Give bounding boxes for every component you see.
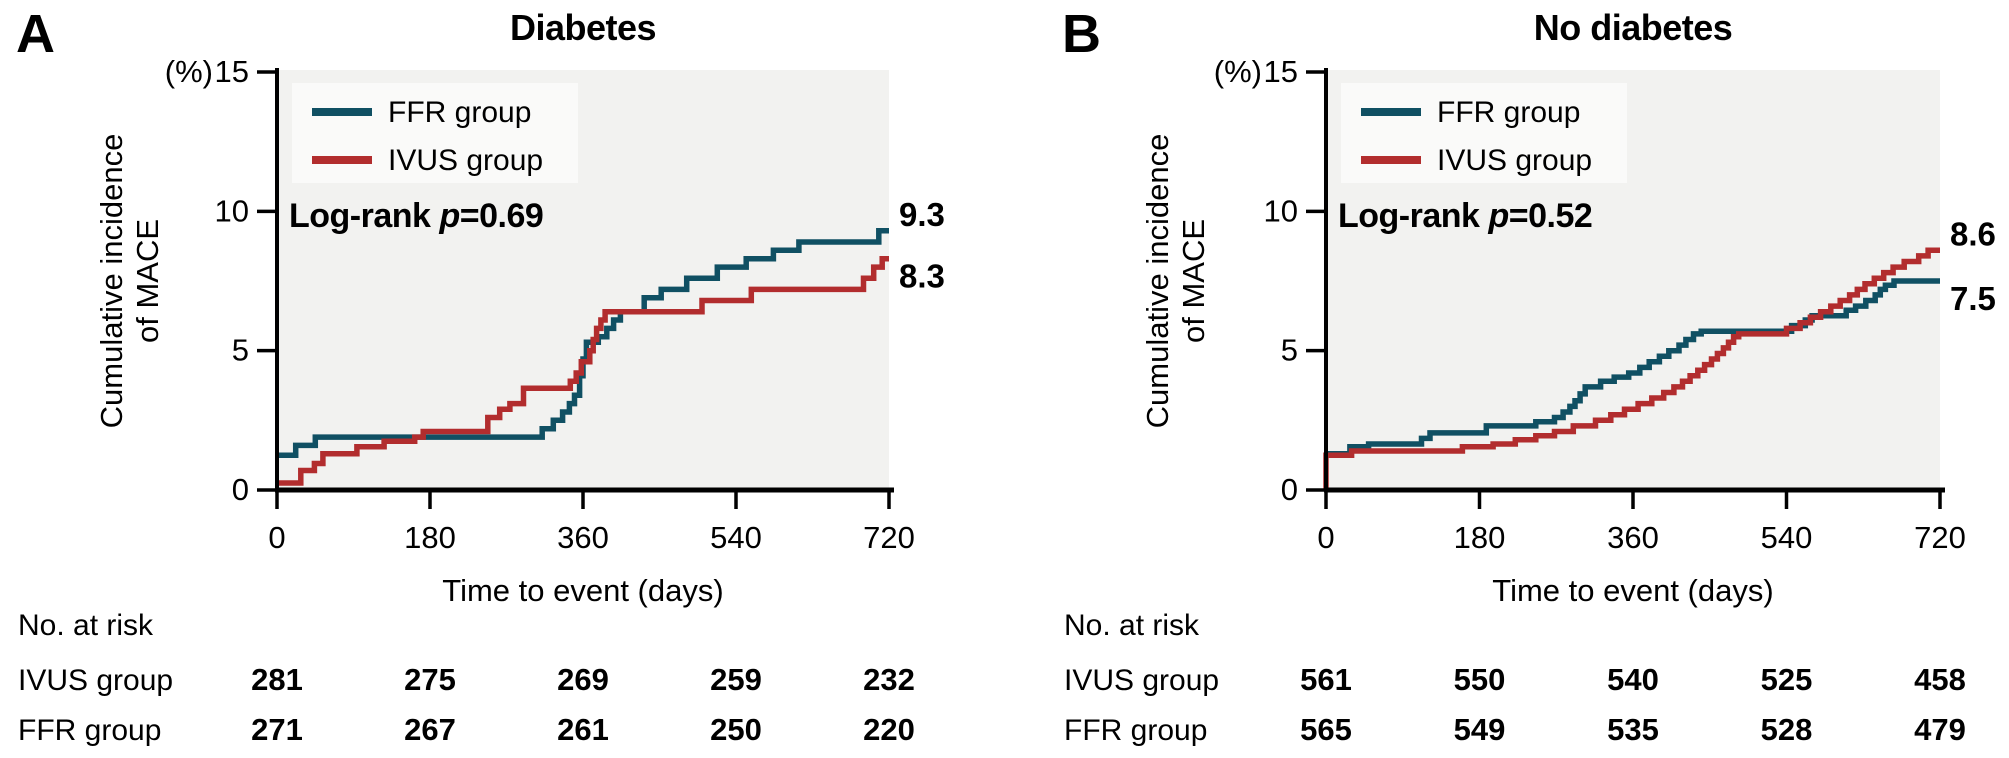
risk-number: 550	[1454, 662, 1506, 697]
log-rank-value: =0.52	[1509, 197, 1593, 235]
risk-number: 267	[404, 712, 456, 747]
panel-b-risk-layer: 561 550 540 525 458 565 549 535 528 479	[1300, 662, 1966, 747]
y-tick-label: 10	[215, 193, 249, 228]
risk-number: 525	[1761, 662, 1813, 697]
log-rank-prefix: Log-rank	[289, 197, 431, 235]
risk-number: 535	[1607, 712, 1659, 747]
risk-number: 232	[863, 662, 915, 697]
log-rank-annotation: Log-rank p=0.52	[1338, 197, 1592, 235]
x-tick-label: 360	[1607, 520, 1659, 555]
y-axis-label-line1: Cumulative incidence	[94, 134, 129, 429]
risk-number: 561	[1300, 662, 1352, 697]
y-axis-label-line2: of MACE	[1176, 219, 1211, 343]
log-rank-annotation: Log-rank p=0.69	[289, 197, 543, 235]
x-tick-label: 720	[863, 520, 915, 555]
x-tick-label: 720	[1914, 520, 1966, 555]
x-tick-label: 540	[710, 520, 762, 555]
risk-number: 528	[1761, 712, 1813, 747]
panel-b-axis-layer: 0 5 10 15 0 180 360 540 720	[1264, 54, 1966, 555]
panel-b-curves-layer: 7.5 8.6	[1323, 215, 1996, 490]
panel-letter: A	[16, 4, 55, 64]
curve-red	[277, 255, 889, 486]
curve-red	[1323, 247, 1940, 490]
risk-row-label-ffr: FFR group	[1064, 714, 1207, 747]
risk-table-header: No. at risk	[18, 609, 154, 642]
legend-label-ffr: FFR group	[388, 96, 531, 129]
curve-end-label: 8.3	[899, 258, 945, 295]
panel-title: Diabetes	[510, 7, 656, 48]
y-tick-label: 0	[1281, 472, 1298, 507]
panel-svg-B: 7.5 8.6 B No diabetes Cumulative incidenc…	[1062, 4, 1996, 747]
risk-number: 220	[863, 712, 915, 747]
curve-end-label: 7.5	[1950, 280, 1996, 317]
y-axis-label-line1: Cumulative incidence	[1140, 134, 1175, 429]
risk-number: 281	[251, 662, 303, 697]
legend-label-ivus: IVUS group	[1437, 144, 1592, 177]
curve-end-label: 8.6	[1950, 215, 1996, 252]
log-rank-value: =0.69	[460, 197, 544, 235]
risk-row-label-ivus: IVUS group	[18, 664, 173, 697]
log-rank-prefix: Log-rank	[1338, 197, 1480, 235]
risk-number: 540	[1607, 662, 1659, 697]
panel-title: No diabetes	[1534, 7, 1733, 48]
x-tick-label: 540	[1761, 520, 1813, 555]
y-tick-label: 10	[1264, 193, 1298, 228]
y-axis-label-line2: of MACE	[130, 219, 165, 343]
risk-number: 261	[557, 712, 609, 747]
y-tick-label: 0	[232, 472, 249, 507]
risk-number: 271	[251, 712, 303, 747]
risk-number: 275	[404, 662, 456, 697]
risk-row-label-ivus: IVUS group	[1064, 664, 1219, 697]
x-tick-label: 0	[1317, 520, 1334, 555]
panel-letter: B	[1062, 4, 1101, 64]
risk-row-label-ffr: FFR group	[18, 714, 161, 747]
risk-number: 269	[557, 662, 609, 697]
risk-number: 259	[710, 662, 762, 697]
risk-number: 250	[710, 712, 762, 747]
x-tick-label: 0	[268, 520, 285, 555]
risk-number: 549	[1454, 712, 1506, 747]
y-tick-label: 15	[215, 54, 249, 89]
curve-end-label: 9.3	[899, 196, 945, 233]
y-tick-label: 5	[232, 333, 249, 368]
y-tick-label: 15	[1264, 54, 1298, 89]
y-tick-label: 5	[1281, 333, 1298, 368]
curve-teal	[277, 228, 889, 458]
x-tick-label: 360	[557, 520, 609, 555]
panel-a-axis-layer: 0 5 10 15 0 180 360 540 720	[215, 54, 915, 555]
log-rank-p: p	[1487, 197, 1508, 235]
y-axis-unit: (%)	[165, 54, 213, 89]
y-axis-unit: (%)	[1214, 54, 1262, 89]
legend-box	[292, 83, 578, 183]
legend-label-ffr: FFR group	[1437, 96, 1580, 129]
legend-label-ivus: IVUS group	[388, 144, 543, 177]
risk-number: 565	[1300, 712, 1352, 747]
panel-a-curves-layer: 9.3 8.3	[277, 196, 945, 486]
panel-a-risk-layer: 281 275 269 259 232 271 267 261 250 220	[251, 662, 915, 747]
log-rank-p: p	[438, 197, 459, 235]
risk-table-header: No. at risk	[1064, 609, 1200, 642]
x-axis-label: Time to event (days)	[442, 573, 723, 608]
risk-number: 479	[1914, 712, 1966, 747]
legend-box	[1341, 83, 1627, 183]
x-axis-label: Time to event (days)	[1492, 573, 1773, 608]
panel-svg-A: 9.3 8.3 A Diabetes Cumulative incidence o…	[16, 4, 945, 747]
risk-number: 458	[1914, 662, 1966, 697]
curve-teal	[1326, 278, 1940, 457]
x-tick-label: 180	[1454, 520, 1506, 555]
x-tick-label: 180	[404, 520, 456, 555]
